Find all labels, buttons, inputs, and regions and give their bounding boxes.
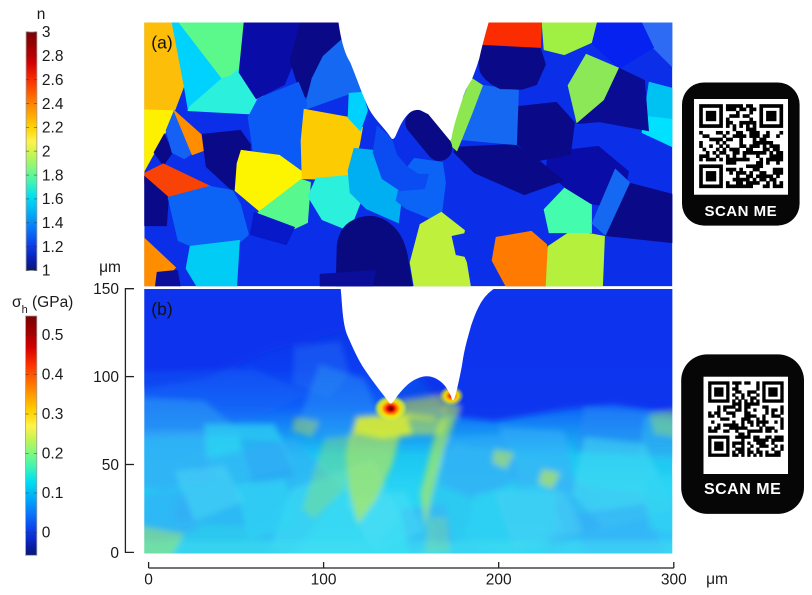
svg-text:(b): (b) [151, 299, 172, 319]
svg-text:0.2: 0.2 [42, 446, 64, 463]
svg-text:1.6: 1.6 [42, 191, 64, 208]
svg-text:100: 100 [311, 572, 337, 589]
svg-text:SCAN ME: SCAN ME [704, 481, 781, 498]
svg-text:300: 300 [661, 572, 687, 589]
svg-text:(a): (a) [151, 33, 172, 53]
svg-text:1: 1 [42, 263, 51, 280]
svg-text:2.2: 2.2 [42, 120, 64, 137]
svg-text:100: 100 [93, 369, 119, 386]
svg-text:0.3: 0.3 [42, 406, 64, 423]
svg-text:0: 0 [144, 572, 153, 589]
svg-text:0: 0 [110, 545, 119, 562]
svg-text:n: n [37, 6, 46, 23]
svg-text:0.1: 0.1 [42, 485, 64, 502]
svg-text:2.6: 2.6 [42, 72, 64, 89]
svg-text:0.5: 0.5 [42, 327, 64, 344]
svg-text:3: 3 [42, 24, 51, 41]
svg-text:1.4: 1.4 [42, 215, 64, 232]
svg-text:0: 0 [42, 525, 51, 542]
svg-text:2: 2 [42, 143, 51, 160]
svg-text:SCAN ME: SCAN ME [704, 203, 777, 220]
svg-text:0.4: 0.4 [42, 367, 64, 384]
svg-text:150: 150 [93, 281, 119, 298]
svg-text:μm: μm [706, 571, 728, 588]
svg-text:50: 50 [102, 457, 120, 474]
svg-text:200: 200 [486, 572, 512, 589]
svg-text:2.8: 2.8 [42, 48, 64, 65]
svg-text:σh (GPa): σh (GPa) [12, 294, 73, 316]
svg-text:μm: μm [99, 259, 121, 276]
svg-text:1.8: 1.8 [42, 167, 64, 184]
svg-text:1.2: 1.2 [42, 239, 64, 256]
svg-text:2.4: 2.4 [42, 96, 64, 113]
